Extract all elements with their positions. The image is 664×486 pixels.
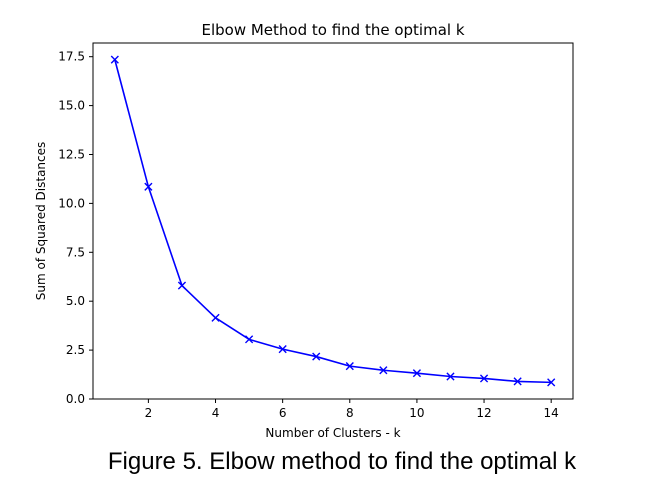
x-tick-label: 2 xyxy=(145,406,153,420)
x-tick-label: 6 xyxy=(279,406,287,420)
data-point-marker xyxy=(312,352,321,361)
data-point-marker xyxy=(278,345,287,354)
data-point-marker xyxy=(144,182,153,191)
chart-title: Elbow Method to find the optimal k xyxy=(201,21,464,39)
x-tick-label: 12 xyxy=(476,406,491,420)
y-tick-label: 17.5 xyxy=(58,50,85,64)
data-point-marker xyxy=(211,313,220,322)
x-axis: 2 4 6 8 10 12 14 xyxy=(145,399,559,420)
data-point-marker xyxy=(345,362,354,371)
data-point-marker xyxy=(379,366,388,375)
data-point-marker xyxy=(177,281,187,290)
x-axis-label: Number of Clusters - k xyxy=(265,426,400,440)
x-tick-label: 14 xyxy=(544,406,559,420)
series-line xyxy=(114,59,552,384)
y-tick-label: 12.5 xyxy=(58,147,85,161)
data-point-marker xyxy=(547,378,556,387)
y-tick-label: 10.0 xyxy=(58,196,85,210)
data-point-marker xyxy=(513,377,522,386)
plot-area xyxy=(92,42,574,400)
figure-caption: Figure 5. Elbow method to find the optim… xyxy=(107,448,577,475)
series-layer xyxy=(110,55,556,387)
y-tick-label: 15.0 xyxy=(58,99,85,113)
y-tick-label: 0.0 xyxy=(66,392,85,406)
y-tick-label: 2.5 xyxy=(66,343,85,357)
y-tick-label: 7.5 xyxy=(66,245,85,259)
x-tick-label: 8 xyxy=(346,406,354,420)
data-point-marker xyxy=(244,335,254,344)
data-point-marker xyxy=(446,372,455,381)
data-point-marker xyxy=(110,55,119,64)
x-tick-label: 10 xyxy=(409,406,424,420)
data-point-marker xyxy=(479,374,489,383)
data-point-marker xyxy=(412,369,422,378)
x-tick-label: 4 xyxy=(212,406,220,420)
y-axis-label: Sum of Squared Distances xyxy=(34,142,48,301)
y-axis: 0.0 2.5 5.0 7.5 10.0 12.5 15.0 17.5 xyxy=(58,50,93,406)
y-tick-label: 5.0 xyxy=(66,294,85,308)
